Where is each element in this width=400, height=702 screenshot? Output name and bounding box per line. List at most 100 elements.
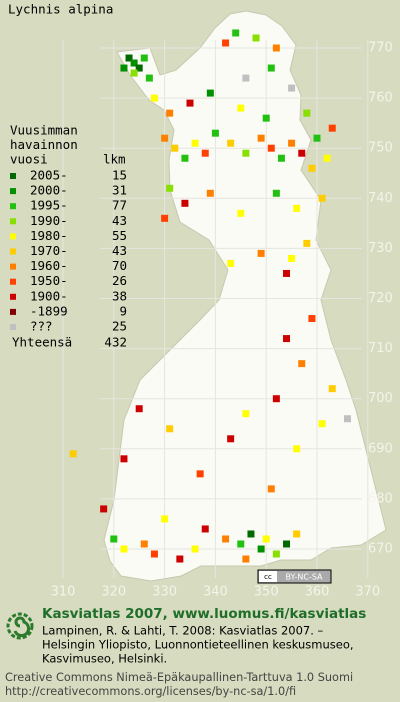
legend-swatch (10, 173, 16, 179)
occurrence-square (227, 435, 235, 443)
occurrence-square (191, 545, 199, 553)
occurrence-square (267, 64, 275, 72)
occurrence-square (277, 154, 285, 162)
citation-line: Kasvimuseo, Helsinki. (42, 652, 167, 666)
occurrence-square (110, 535, 118, 543)
x-tick-label: 370 (355, 585, 380, 600)
legend-label: 1900- (30, 288, 68, 303)
occurrence-square (283, 540, 291, 548)
legend-count: 26 (112, 273, 127, 288)
legend-count: 70 (112, 258, 127, 273)
x-tick-label: 360 (305, 585, 330, 600)
y-tick-label: 770 (368, 41, 393, 56)
occurrence-square (328, 124, 336, 132)
y-tick-label: 710 (368, 341, 393, 356)
occurrence-square (242, 410, 250, 418)
occurrence-square (100, 505, 108, 513)
occurrence-square (186, 99, 194, 107)
occurrence-square (166, 109, 174, 117)
y-tick-label: 760 (368, 91, 393, 106)
legend-swatch (10, 293, 16, 300)
occurrence-square (227, 259, 235, 267)
occurrence-square (247, 530, 255, 538)
legend-label: 2000- (30, 183, 68, 198)
occurrence-square (267, 144, 275, 152)
occurrence-square (242, 555, 250, 563)
occurrence-square (272, 189, 280, 197)
occurrence-square (237, 209, 245, 217)
occurrence-square (145, 74, 153, 82)
occurrence-square (293, 530, 301, 538)
y-tick-label: 750 (368, 141, 393, 156)
legend-label: ??? (30, 319, 53, 334)
cc-mark: cc (264, 573, 272, 581)
occurrence-square (288, 84, 296, 92)
x-tick-label: 310 (51, 585, 76, 600)
legend-swatch (10, 188, 16, 195)
legend-total: 432 (104, 335, 127, 350)
occurrence-square (262, 535, 270, 543)
y-tick-label: 690 (368, 441, 393, 456)
occurrence-square (323, 154, 331, 162)
occurrence-square (288, 254, 296, 262)
occurrence-square (166, 184, 174, 192)
occurrence-square (293, 445, 301, 453)
y-tick-label: 730 (368, 241, 393, 256)
occurrence-square (298, 360, 306, 368)
occurrence-square (257, 249, 265, 257)
country-outline (103, 10, 387, 582)
legend-label: 1990- (30, 213, 68, 228)
occurrence-square (69, 450, 77, 458)
occurrence-square (191, 139, 199, 147)
occurrence-square (140, 54, 148, 62)
legend-total-label: Yhteensä (12, 335, 72, 350)
occurrence-square (222, 39, 230, 47)
occurrence-square (272, 395, 280, 403)
occurrence-square (293, 204, 301, 212)
occurrence-square (171, 144, 179, 152)
y-tick-label: 740 (368, 191, 393, 206)
occurrence-square (130, 69, 138, 77)
occurrence-square (196, 470, 204, 478)
occurrence-square (135, 405, 143, 413)
legend-heading: havainnon (10, 137, 78, 152)
species-title: Lychnis alpina (8, 2, 113, 17)
y-tick-label: 720 (368, 291, 393, 306)
legend-count: 38 (112, 288, 127, 303)
occurrence-square (298, 149, 306, 157)
footer-heading: Kasviatlas 2007, www.luomus.fi/kasviatla… (42, 606, 366, 622)
occurrence-square (303, 239, 311, 247)
legend-label: 1970- (30, 243, 68, 258)
legend-count: 15 (112, 168, 127, 183)
legend-swatch (10, 263, 16, 270)
occurrence-square (257, 545, 265, 553)
occurrence-square (120, 455, 128, 463)
occurrence-square (120, 64, 128, 72)
license-line: http://creativecommons.org/licenses/by-n… (5, 685, 296, 698)
occurrence-square (232, 29, 240, 37)
legend-swatch (10, 308, 16, 315)
occurrence-square (318, 420, 326, 428)
legend-label: 1950- (30, 273, 68, 288)
legend-swatch (10, 324, 16, 330)
y-tick-label: 680 (368, 491, 393, 506)
occurrence-square (150, 550, 158, 558)
badge-text: BY-NC-SA (285, 573, 323, 582)
occurrence-square (120, 545, 128, 553)
occurrence-square (303, 109, 311, 117)
occurrence-square (222, 535, 230, 543)
occurrence-square (201, 525, 209, 533)
legend-count: 25 (112, 319, 127, 334)
occurrence-square (227, 139, 235, 147)
occurrence-square (343, 415, 351, 423)
citation-line: Helsingin Yliopisto, Luonnontieteellinen… (42, 638, 354, 652)
x-tick-label: 340 (203, 585, 228, 600)
legend-heading: vuosi (10, 152, 48, 167)
occurrence-square (318, 194, 326, 202)
occurrence-square (252, 34, 260, 42)
occurrence-square (201, 149, 209, 157)
legend-swatch (10, 203, 16, 210)
occurrence-square (267, 485, 275, 493)
y-tick-label: 670 (368, 542, 393, 557)
legend-swatch (10, 233, 16, 240)
